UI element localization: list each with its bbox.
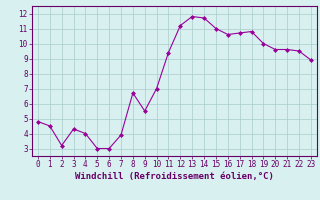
X-axis label: Windchill (Refroidissement éolien,°C): Windchill (Refroidissement éolien,°C)	[75, 172, 274, 181]
